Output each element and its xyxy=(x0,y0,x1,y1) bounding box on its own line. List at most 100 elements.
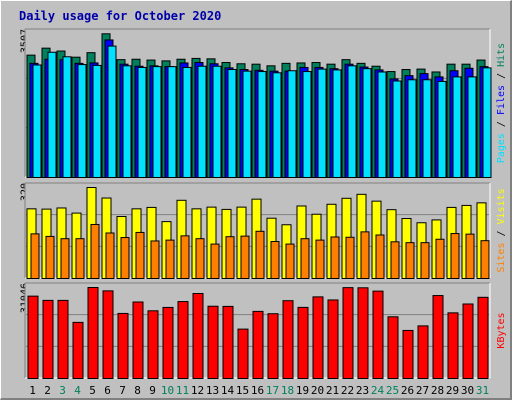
day-label-9: 9 xyxy=(149,384,156,397)
s-kbytes-bar-day-9 xyxy=(147,310,159,380)
s-kbytes-bar-day-23 xyxy=(357,287,369,380)
day-label-4: 4 xyxy=(74,384,81,397)
s-pages-bar-day-19 xyxy=(302,71,312,178)
s-pages-bar-day-18 xyxy=(287,70,297,178)
s-pages-bar-day-31 xyxy=(482,67,492,178)
s-sites-bar-day-23 xyxy=(360,231,370,280)
day-label-13: 13 xyxy=(206,384,219,397)
s-kbytes-bar-day-28 xyxy=(432,295,444,379)
day-label-16: 16 xyxy=(251,384,264,397)
day-label-7: 7 xyxy=(119,384,126,397)
s-pages-bar-day-15 xyxy=(242,70,252,178)
day-label-15: 15 xyxy=(236,384,249,397)
s-pages-bar-day-27 xyxy=(422,79,432,178)
day-label-5: 5 xyxy=(89,384,96,397)
s-pages-bar-day-3 xyxy=(62,56,72,178)
s-pages-bar-day-11 xyxy=(182,66,192,178)
s-kbytes-bar-day-24 xyxy=(372,290,384,380)
legend-hits: Hits xyxy=(496,43,507,67)
day-label-6: 6 xyxy=(104,384,111,397)
s-sites-bar-day-21 xyxy=(330,236,340,279)
s-pages-bar-day-13 xyxy=(212,65,222,178)
s-pages-bar-day-7 xyxy=(122,65,132,178)
s-sites-bar-day-5 xyxy=(90,223,100,279)
s-sites-bar-day-2 xyxy=(45,235,55,280)
s-kbytes-bar-day-22 xyxy=(342,287,354,379)
s-sites-bar-day-9 xyxy=(150,240,160,279)
s-kbytes-bar-day-4 xyxy=(72,321,84,379)
legend-separator: / xyxy=(496,115,507,133)
day-label-1: 1 xyxy=(29,384,36,397)
s-sites-bar-day-29 xyxy=(450,233,460,280)
s-sites-bar-day-25 xyxy=(390,241,400,280)
day-label-19: 19 xyxy=(296,384,309,397)
s-sites-bar-day-22 xyxy=(345,236,355,279)
s-pages-bar-day-17 xyxy=(272,72,282,178)
s-sites-bar-day-3 xyxy=(60,238,70,279)
day-label-10: 10 xyxy=(161,384,174,397)
s-kbytes-bar-day-1 xyxy=(27,295,39,380)
day-label-28: 28 xyxy=(431,384,444,397)
s-pages-bar-day-2 xyxy=(47,51,57,178)
day-label-24: 24 xyxy=(371,384,385,397)
s-pages-bar-day-24 xyxy=(377,71,387,178)
s-kbytes-bar-day-2 xyxy=(42,299,54,379)
s-pages-bar-day-26 xyxy=(407,79,417,178)
legend-kbytes: KBytes xyxy=(496,312,507,348)
s-kbytes-bar-day-7 xyxy=(117,312,129,379)
day-label-23: 23 xyxy=(356,384,369,397)
legend-separator: / xyxy=(496,224,507,242)
day-label-3: 3 xyxy=(59,384,66,397)
s-kbytes-bar-day-13 xyxy=(207,305,219,379)
s-pages-bar-day-8 xyxy=(137,66,147,178)
s-pages-bar-day-12 xyxy=(197,65,207,178)
s-kbytes-bar-day-21 xyxy=(327,299,339,379)
s-kbytes-bar-day-20 xyxy=(312,296,324,380)
s-kbytes-bar-day-5 xyxy=(87,287,99,379)
s-pages-bar-day-6 xyxy=(107,45,117,178)
s-sites-bar-day-24 xyxy=(375,234,385,280)
s-sites-bar-day-18 xyxy=(285,243,295,279)
day-label-18: 18 xyxy=(281,384,294,397)
s-kbytes-bar-day-16 xyxy=(252,310,264,379)
s-pages-bar-day-9 xyxy=(152,66,162,178)
s-kbytes-bar-day-25 xyxy=(387,316,399,379)
legend-pages: Pages xyxy=(496,133,507,163)
s-pages-bar-day-30 xyxy=(467,76,477,178)
s-kbytes-bar-day-12 xyxy=(192,292,204,379)
day-label-11: 11 xyxy=(176,384,189,397)
legend-visits: Visits xyxy=(496,188,507,224)
day-label-27: 27 xyxy=(416,384,429,397)
day-label-12: 12 xyxy=(191,384,204,397)
s-kbytes-bar-day-8 xyxy=(132,301,144,380)
legend-files: Files xyxy=(496,85,507,115)
s-sites-bar-day-31 xyxy=(480,240,490,280)
s-pages-bar-day-14 xyxy=(227,69,237,178)
day-label-17: 17 xyxy=(266,384,279,397)
day-label-2: 2 xyxy=(44,384,51,397)
s-kbytes-bar-day-14 xyxy=(222,305,234,380)
s-pages-bar-day-16 xyxy=(257,71,267,178)
legend-sites: Sites xyxy=(496,243,507,273)
panel-2-legend: Sites / Visits xyxy=(496,188,507,272)
s-sites-bar-day-17 xyxy=(270,241,280,279)
s-sites-bar-day-30 xyxy=(465,233,475,279)
day-label-20: 20 xyxy=(311,384,324,397)
day-label-31: 31 xyxy=(476,384,489,397)
s-kbytes-bar-day-6 xyxy=(102,290,114,379)
s-sites-bar-day-7 xyxy=(120,237,130,280)
s-sites-bar-day-12 xyxy=(195,238,205,279)
s-pages-bar-day-5 xyxy=(92,64,102,178)
s-sites-bar-day-4 xyxy=(75,238,85,279)
s-sites-bar-day-15 xyxy=(240,235,250,280)
s-sites-bar-day-14 xyxy=(225,236,235,279)
s-sites-bar-day-6 xyxy=(105,232,115,279)
s-kbytes-bar-day-10 xyxy=(162,306,174,379)
s-sites-bar-day-28 xyxy=(435,238,445,280)
day-label-14: 14 xyxy=(221,384,235,397)
s-kbytes-bar-day-29 xyxy=(447,312,459,379)
s-sites-bar-day-16 xyxy=(255,230,265,279)
s-sites-bar-day-1 xyxy=(30,233,40,279)
